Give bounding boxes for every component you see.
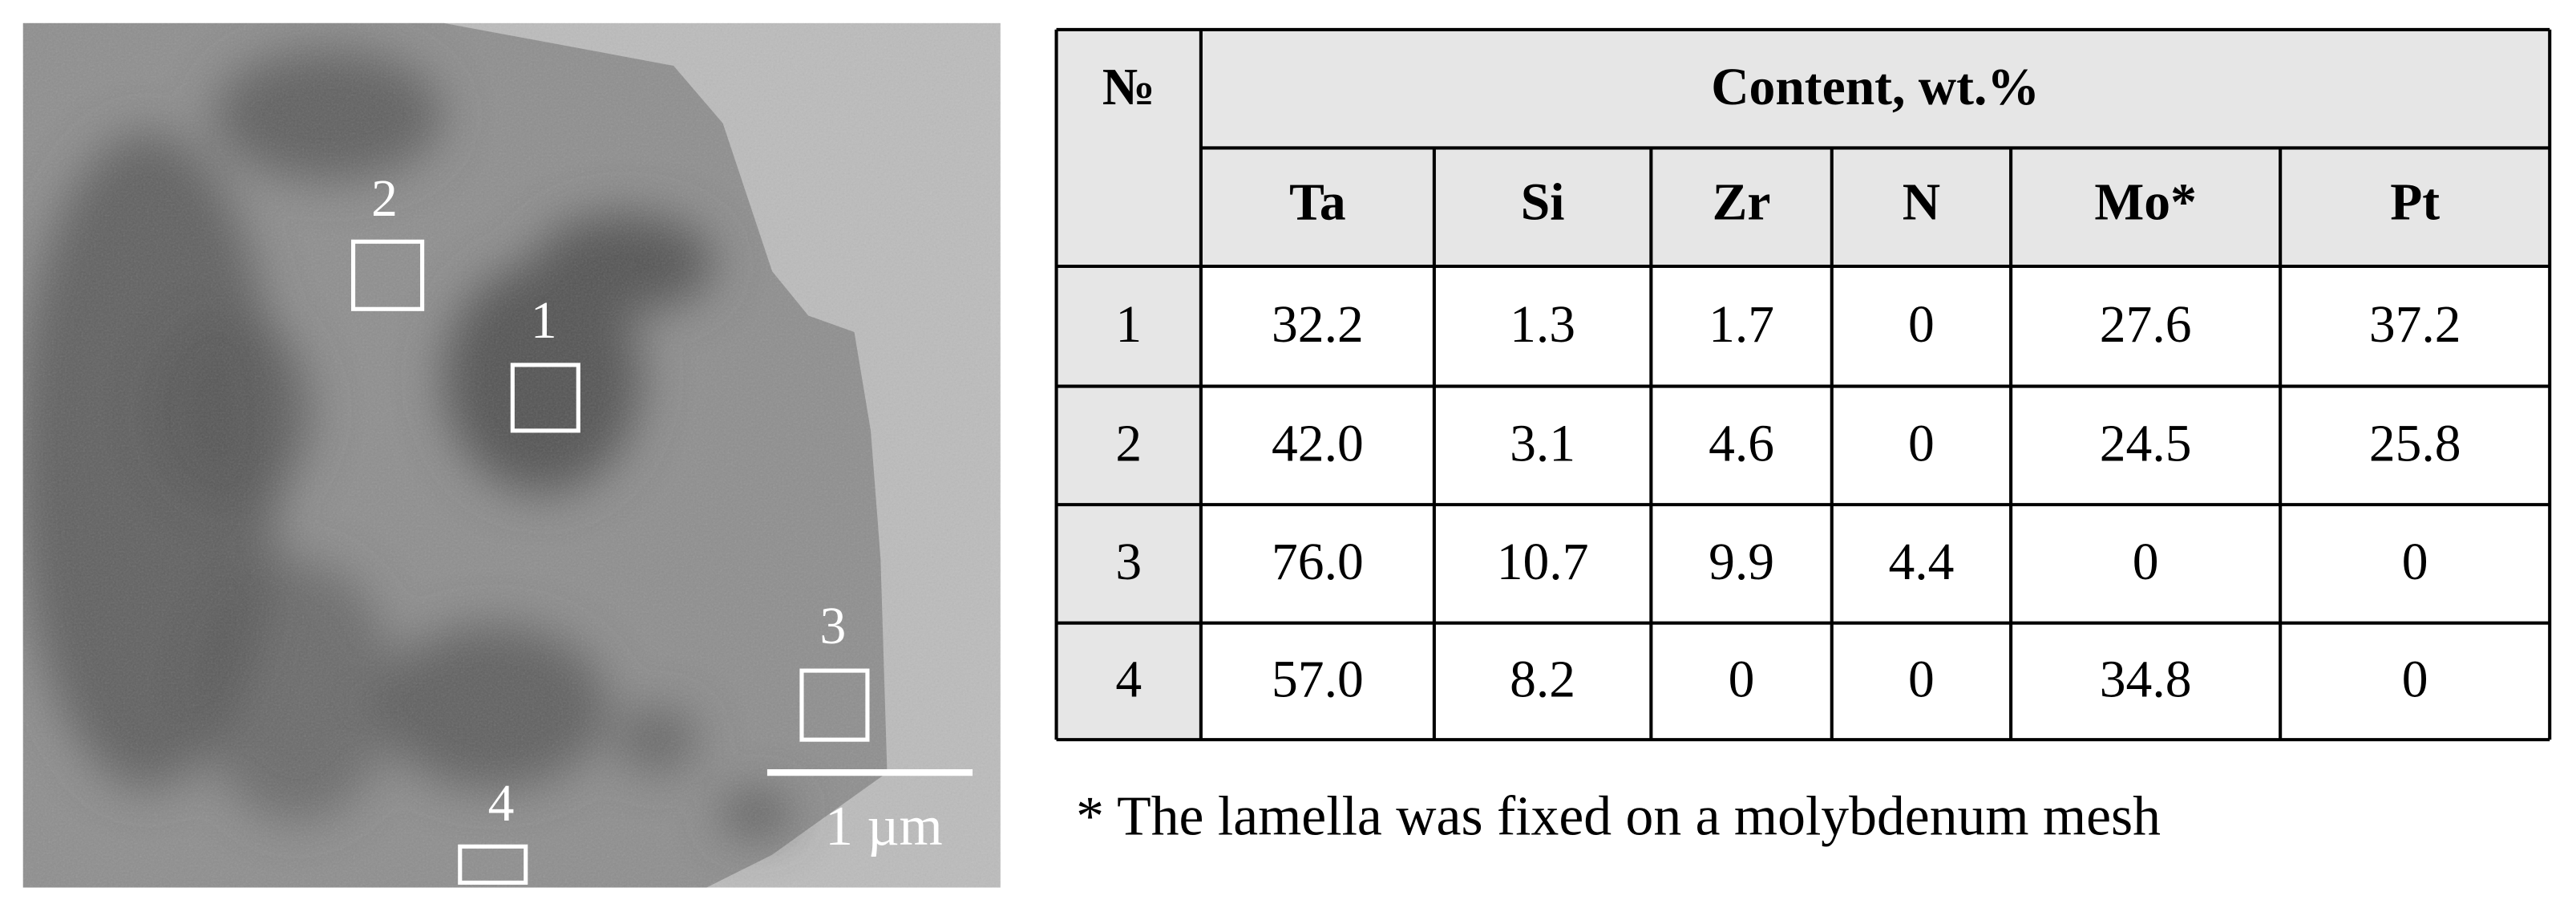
- table-cell: 42.0: [1272, 415, 1364, 472]
- table-cell: 76.0: [1272, 533, 1364, 591]
- table-cell: 0: [1908, 651, 1935, 709]
- region-boxes: [350, 239, 870, 885]
- table-cell: 57.0: [1272, 651, 1364, 709]
- table-cell: 25.8: [2369, 415, 2461, 472]
- region-box: [350, 239, 425, 311]
- table-cell: 4.4: [1888, 533, 1954, 591]
- table-cell: 37.2: [2369, 296, 2461, 354]
- table-cell: 4.6: [1709, 415, 1774, 472]
- region-label: 2: [371, 170, 398, 228]
- table-cell: 8.2: [1510, 651, 1575, 709]
- table-cell: 0: [2402, 651, 2428, 709]
- table-cell: 10.7: [1497, 533, 1589, 591]
- table: № Content, wt.%Ta Si Zr N Mo* Pt1 32.2 1.3 1.7 0 27…: [1054, 27, 2552, 742]
- table-cell: 3.1: [1510, 415, 1575, 472]
- column-header: Si: [1521, 173, 1565, 231]
- column-header: Mo*: [2094, 173, 2196, 231]
- table-cell: 1.3: [1510, 296, 1575, 354]
- region-label: 1: [531, 292, 557, 350]
- row-number: 2: [1115, 415, 1142, 472]
- row-number: 1: [1115, 296, 1142, 354]
- column-header: Pt: [2390, 173, 2440, 231]
- table-cell: 0: [1908, 296, 1935, 354]
- column-header: N: [1903, 173, 1940, 231]
- table-cell: 1.7: [1709, 296, 1774, 354]
- region-label: 3: [820, 598, 847, 655]
- region-box: [799, 668, 870, 742]
- table-cell: 0: [1908, 415, 1935, 472]
- scale-bar-label: 1 µm: [825, 796, 943, 857]
- table-cell: 0: [2133, 533, 2159, 591]
- footnote: * The lamella was fixed on a molybdenum …: [1076, 786, 2161, 848]
- region-box: [510, 363, 580, 433]
- row-number: 3: [1115, 533, 1142, 591]
- column-header: Ta: [1289, 173, 1346, 231]
- table-cell: 0: [1729, 651, 1755, 709]
- table-cell: 32.2: [1272, 296, 1364, 354]
- group-header: Content, wt.%: [1711, 59, 2040, 116]
- region-label: 4: [488, 775, 515, 833]
- table-cell: 27.6: [2100, 296, 2192, 354]
- column-header: Zr: [1713, 173, 1771, 231]
- table-cell: 9.9: [1709, 533, 1774, 591]
- table-cell: 24.5: [2100, 415, 2192, 472]
- region-box: [458, 844, 528, 885]
- table-cell: 34.8: [2100, 651, 2192, 709]
- row-number: 4: [1115, 651, 1142, 709]
- table-cell: 0: [2402, 533, 2428, 591]
- micrograph: 2 1 3 4 1 µm: [22, 22, 1001, 888]
- number-header: №: [1102, 59, 1155, 116]
